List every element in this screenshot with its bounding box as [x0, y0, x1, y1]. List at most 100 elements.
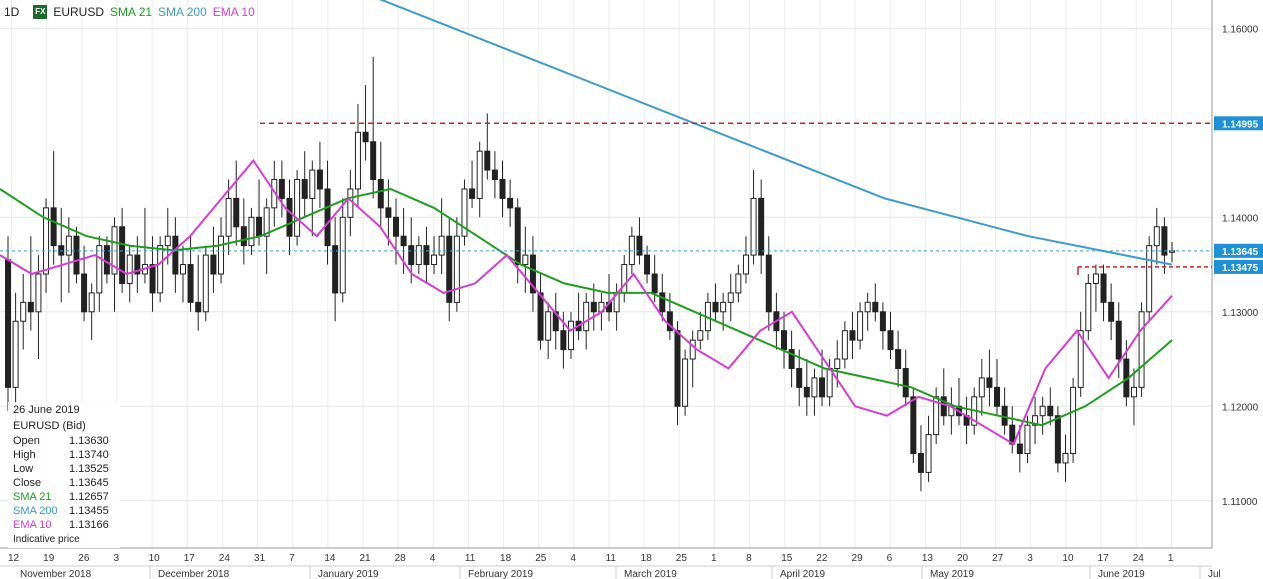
- candle-body: [362, 131, 369, 143]
- candle-body: [73, 235, 80, 275]
- info-row-sma21: SMA 21 1.12657: [13, 491, 109, 503]
- candle-body: [857, 311, 864, 341]
- candle-body: [826, 367, 833, 398]
- x-day-label: 13: [922, 553, 934, 564]
- x-day-label: 4: [570, 553, 576, 564]
- candle-body: [674, 330, 681, 407]
- x-day-label: 22: [816, 553, 828, 564]
- candle-body: [423, 245, 430, 266]
- candle-body: [172, 235, 179, 275]
- candle-body: [781, 330, 787, 351]
- candle-body: [1100, 273, 1107, 303]
- candle-body: [560, 330, 567, 351]
- y-tick-label: 1.13000: [1222, 308, 1259, 319]
- info-row-ema10: EMA 10 1.13166: [13, 519, 109, 531]
- candle-body: [218, 235, 225, 275]
- candle-body: [202, 254, 209, 313]
- candle-body: [583, 301, 590, 332]
- candle-body: [484, 150, 491, 171]
- indicator-sma21-label[interactable]: SMA 21: [110, 5, 153, 19]
- candle-body: [27, 301, 34, 313]
- candle-body: [659, 292, 666, 313]
- candle-body: [819, 377, 826, 398]
- x-day-label: 4: [430, 553, 436, 564]
- candle-body: [803, 386, 810, 398]
- candle-body: [529, 254, 536, 294]
- candle-body: [917, 453, 924, 473]
- candle-body: [453, 235, 460, 303]
- x-day-label: 14: [324, 553, 336, 564]
- info-row-low: Low 1.13525: [13, 463, 109, 475]
- x-day-label: 17: [184, 553, 196, 564]
- info-row-close: Close 1.13645: [13, 477, 109, 489]
- info-note: Indicative price: [13, 534, 80, 545]
- x-day-label: 28: [395, 553, 407, 564]
- candle-body: [567, 320, 574, 351]
- fx-badge-icon: FX: [33, 5, 48, 19]
- candle-body: [788, 349, 795, 369]
- candle-body: [81, 273, 88, 313]
- candle-body: [35, 273, 42, 313]
- candle-body: [910, 396, 917, 455]
- candle-body: [902, 367, 909, 398]
- chart-header: 1D FX EURUSD SMA 21 SMA 200 EMA 10: [4, 4, 261, 20]
- x-month-label: March 2019: [624, 569, 677, 579]
- candle-body: [20, 301, 27, 322]
- price-tag: [1214, 243, 1263, 258]
- info-row-high: High 1.13740: [13, 449, 109, 461]
- candle-body: [712, 301, 719, 313]
- candle-body: [1130, 386, 1137, 398]
- x-day-label: 17: [1098, 553, 1110, 564]
- symbol-label[interactable]: EURUSD: [53, 5, 105, 19]
- candle-body: [552, 311, 559, 332]
- y-tick-label: 1.14000: [1222, 213, 1259, 224]
- candle-body: [1070, 386, 1077, 455]
- candle-body: [469, 188, 476, 199]
- x-day-label: 19: [43, 553, 55, 564]
- candle-body: [491, 169, 498, 181]
- candle-body: [286, 197, 293, 237]
- candle-body: [1108, 301, 1115, 322]
- indicator-sma200-label[interactable]: SMA 200: [158, 5, 207, 19]
- candle-body: [263, 207, 270, 237]
- indicator-ema10-label[interactable]: EMA 10: [212, 5, 255, 19]
- candle-body: [438, 235, 445, 256]
- candle-body: [256, 216, 263, 237]
- candle-body: [377, 179, 384, 209]
- candle-body: [1146, 245, 1153, 313]
- info-instrument: EURUSD (Bid): [13, 420, 86, 432]
- x-day-label: 29: [852, 553, 864, 564]
- price-tag: [1214, 116, 1263, 131]
- candle-body: [431, 254, 438, 266]
- candle-body: [248, 216, 255, 247]
- candle-body: [149, 264, 156, 294]
- candle-body: [727, 292, 734, 303]
- candle-body: [1047, 405, 1054, 417]
- x-day-label: 12: [8, 553, 20, 564]
- x-day-label: 1: [1168, 553, 1174, 564]
- candle-body: [1085, 282, 1092, 332]
- candle-body: [742, 254, 749, 275]
- candle-body: [324, 188, 331, 247]
- timeframe-label[interactable]: 1D: [4, 5, 20, 19]
- x-day-label: 10: [1062, 553, 1074, 564]
- x-day-label: 31: [254, 553, 266, 564]
- candle-body: [537, 292, 544, 341]
- candle-body: [240, 226, 247, 247]
- price-tag-label: 1.14995: [1222, 119, 1259, 130]
- candle-body: [332, 245, 339, 294]
- candle-body: [644, 254, 651, 275]
- x-month-label: April 2019: [780, 569, 825, 579]
- candle-body: [666, 311, 673, 332]
- candle-body: [1039, 405, 1046, 417]
- x-month-label: May 2019: [930, 569, 974, 579]
- x-day-label: 6: [887, 553, 893, 564]
- candle-body: [1138, 311, 1145, 388]
- info-row-open: Open 1.13630: [13, 435, 109, 447]
- candle-body: [879, 311, 886, 332]
- candle-body: [446, 235, 453, 303]
- candle-body: [933, 396, 940, 436]
- candle-body: [195, 301, 202, 313]
- x-day-label: 8: [746, 553, 752, 564]
